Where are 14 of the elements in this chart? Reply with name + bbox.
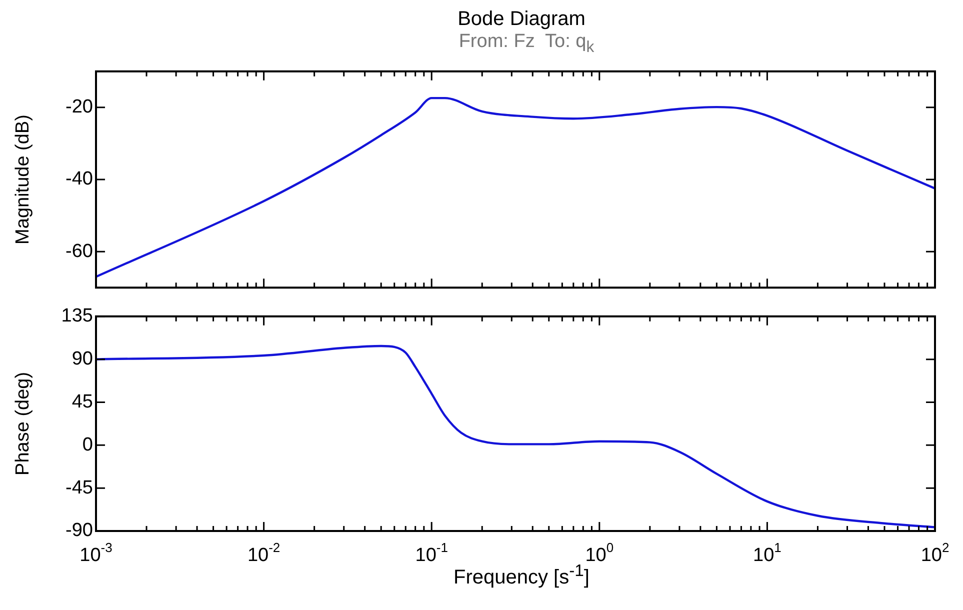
y-axis-title: Magnitude (dB)	[12, 114, 34, 244]
y-tick-label: 135	[61, 305, 93, 326]
y-tick-label: -45	[66, 477, 93, 498]
y-tick-label: 90	[72, 348, 93, 370]
y-tick-label: 0	[82, 434, 93, 456]
y-tick-label: -40	[66, 168, 93, 190]
chart-title: Bode Diagram	[456, 8, 586, 31]
y-tick-label: -20	[66, 96, 93, 118]
chart-subtitle: From: Fz To: q$_{k}$	[458, 31, 596, 57]
y-tick-label: -90	[66, 520, 93, 542]
y-axis-title: Phase (deg)	[12, 372, 34, 476]
y-tick-label: -60	[66, 240, 93, 262]
y-tick-label: 45	[72, 391, 93, 412]
x-axis-title: Frequency [s$^{-1}$]	[454, 560, 590, 588]
